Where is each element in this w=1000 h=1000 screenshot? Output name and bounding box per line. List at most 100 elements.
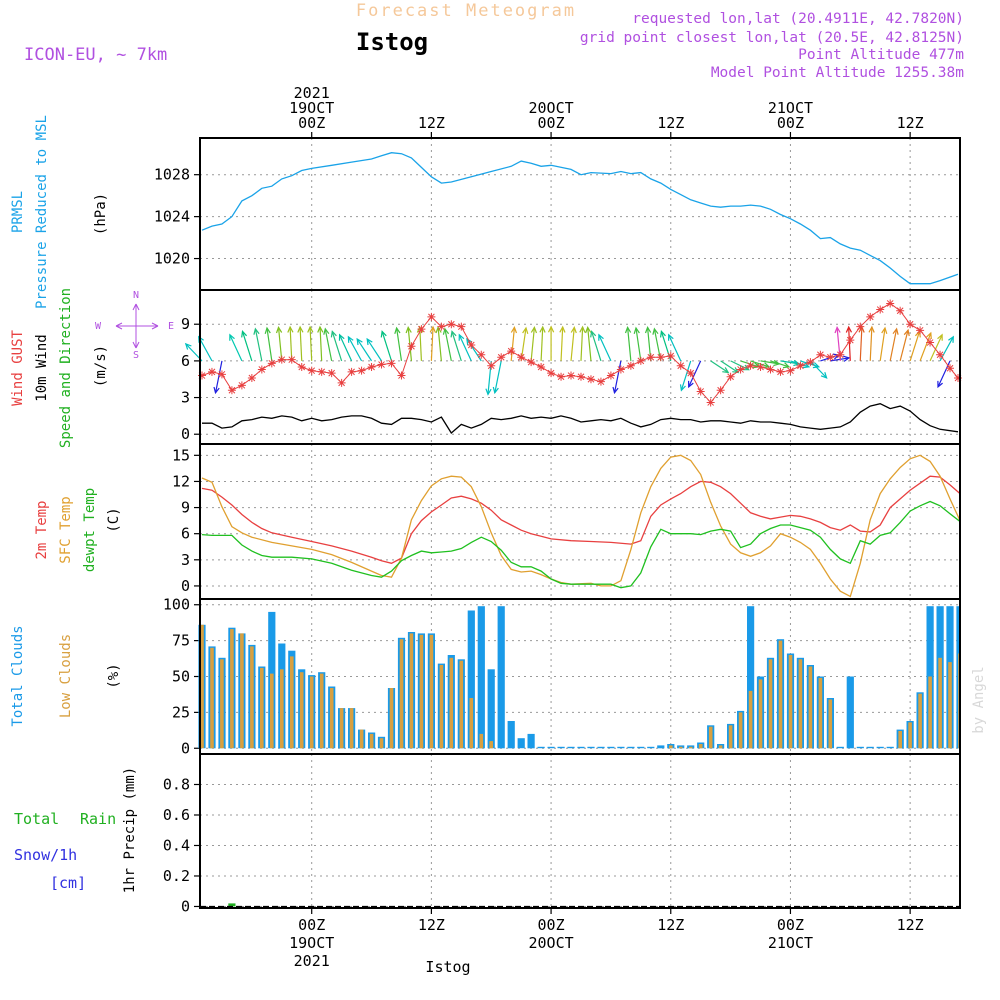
temp-line-sfc [201,454,960,598]
wind-arrow-head [366,337,373,346]
wind-arrow [770,360,790,368]
wind-arrow [277,327,283,361]
wind-arrow [331,331,343,362]
gust-marker [547,369,556,378]
wind-arrow [937,360,951,388]
wind-arrow-head [264,326,271,334]
wind-arrow [458,334,472,362]
wind-arrow [324,328,333,362]
bar-low-clouds [449,657,454,749]
wind-arrow [919,332,932,362]
gust-marker [467,341,476,349]
gust-marker [267,359,276,368]
wind-arrow [780,360,800,365]
y-unit-temp: (C) [106,507,122,532]
legend-rain: Rain [80,810,116,828]
gust-marker [247,374,256,382]
gust-marker [257,365,266,374]
bottom-time-label: 21OCT [768,934,813,952]
panel-frame [199,137,961,291]
wind-arrow-head [492,386,499,395]
wind-arrow [430,326,434,361]
y-unit-precip: 1hr Precip (mm) [122,767,138,893]
gust-marker [377,360,386,369]
bottom-time-label: 12Z [418,916,445,934]
y-tick-label: 1020 [154,250,190,268]
wind-arrow-head [762,362,771,369]
y-tick-label: 0 [181,739,190,757]
wind-arrow-head [937,380,943,389]
bar-low-clouds [818,677,823,749]
wind-arrow [859,326,863,361]
gust-marker [686,369,695,378]
y-unit-wind: (m/s) [93,345,109,387]
wind-arrow-head [579,325,586,333]
wind-arrow [299,326,303,361]
bar-low-clouds [798,659,803,749]
compass-n: N [133,290,139,301]
y-label-temp2m: 2m Temp [34,500,50,559]
wind-arrow [451,331,462,362]
wind-arrow [646,327,652,361]
gust-marker [636,356,645,365]
gust-marker [866,312,875,321]
gust-marker [447,320,456,329]
bar-low-clouds [469,698,474,749]
wind-arrow [730,360,749,371]
gust-marker [517,353,526,362]
wind-arrow-head [948,335,954,343]
wind-arrow-head [229,333,235,341]
wind-arrow [229,334,243,362]
gust-marker [407,342,416,351]
wind-arrow [396,327,403,361]
bar-total-clouds [607,746,615,749]
y-label-dewpt: dewpt Temp [82,488,98,572]
wind-arrow [790,360,810,368]
bar-low-clouds [290,656,294,749]
bar-total-clouds [876,746,884,749]
y-tick-label: 0.2 [163,867,190,885]
gust-marker [537,363,546,371]
bar-total-clouds [647,746,655,749]
wind-arrow-head [241,330,248,338]
wind-arrow-head [633,326,640,334]
gridpoint-coords: grid point closest lon,lat (20.5E, 42.81… [580,30,964,46]
wind-arrow [254,328,263,362]
wind-arrow [419,326,423,361]
gust-marker [367,363,376,371]
bar-total-clouds [747,606,755,749]
bottom-time-label: 12Z [657,916,684,934]
bar-low-clouds [439,665,444,749]
wind-arrow-head [435,326,442,334]
gust-marker [487,361,496,370]
bar-low-clouds [359,729,364,749]
wind-arrow [720,360,739,374]
y-tick-label: 9 [181,499,190,517]
wind-arrow [909,331,921,362]
compass-icon: N W E S [95,290,174,361]
point-altitude: Point Altitude 477m [798,47,964,63]
gust-marker [567,371,576,380]
wind-arrow [289,326,293,361]
requested-coords: requested lon,lat (20.4911E, 42.7820N) [632,11,964,27]
y-tick-label: 0 [181,425,190,443]
bar-low-clouds [220,659,224,749]
gust-marker [387,359,396,368]
bar-low-clouds [758,679,763,749]
bar-total-clouds [627,746,635,749]
gust-marker [946,364,955,373]
wind-arrow [540,326,544,361]
gust-marker [786,366,795,375]
wind-arrow-head [782,362,791,369]
wind-arrow [760,360,780,365]
gust-marker [327,369,336,378]
wind-arrow [381,331,393,362]
wind-arrow-head [843,355,851,362]
wind-arrow-head [742,364,750,371]
gust-marker [766,365,775,374]
y-tick-label: 50 [172,668,190,686]
wind-arrow-head [323,327,330,335]
wind-arrow [668,334,682,362]
